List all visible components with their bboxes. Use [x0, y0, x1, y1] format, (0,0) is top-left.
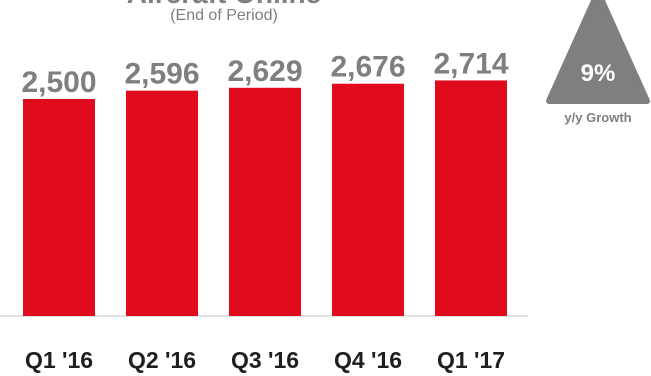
- category-label-0: Q1 '16: [25, 347, 93, 373]
- growth-value: 9%: [580, 60, 616, 87]
- bar-0: [23, 99, 95, 316]
- growth-triangle-icon: [546, 0, 650, 104]
- bar-2: [229, 87, 301, 317]
- bar-3: [332, 83, 404, 316]
- category-label-4: Q1 '17: [437, 347, 505, 373]
- chart-subtitle: (End of Period): [170, 7, 278, 24]
- chart-title-area: Aircraft Online: [0, 0, 651, 10]
- growth-label: y/y Growth: [564, 110, 632, 125]
- growth-badge: 9% y/y Growth: [545, 0, 651, 140]
- bar-4: [435, 80, 507, 316]
- value-label-1: 2,596: [124, 58, 199, 91]
- value-label-0: 2,500: [21, 66, 96, 99]
- chart-title: Aircraft Online: [96, 0, 352, 10]
- category-label-3: Q4 '16: [334, 347, 402, 373]
- value-label-2: 2,629: [227, 55, 302, 88]
- category-label-1: Q2 '16: [128, 347, 196, 373]
- value-label-3: 2,676: [330, 51, 405, 84]
- bar-1: [126, 90, 198, 316]
- category-label-2: Q3 '16: [231, 347, 299, 373]
- value-label-4: 2,714: [433, 47, 508, 80]
